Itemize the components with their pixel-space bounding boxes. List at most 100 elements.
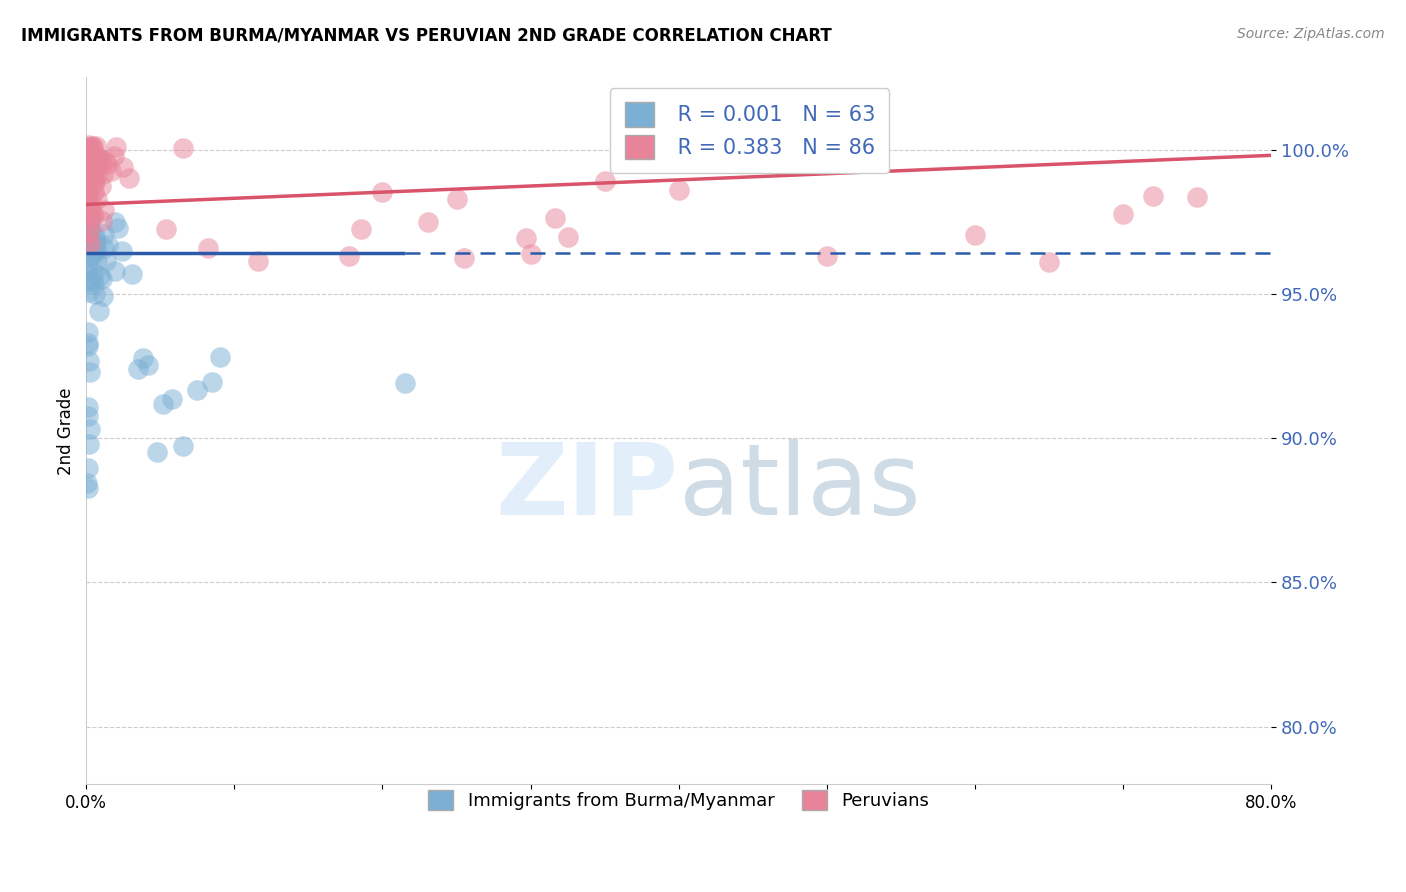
Point xyxy=(76,153,98,167)
Point xyxy=(86,167,108,181)
Point xyxy=(80,209,103,223)
Point xyxy=(519,247,541,261)
Point xyxy=(118,170,141,185)
Point xyxy=(105,139,128,153)
Point xyxy=(138,358,160,372)
Point xyxy=(80,272,103,286)
Text: Source: ZipAtlas.com: Source: ZipAtlas.com xyxy=(1237,27,1385,41)
Point xyxy=(77,226,100,240)
Point xyxy=(112,160,135,174)
Point xyxy=(100,164,122,178)
Point xyxy=(83,277,105,292)
Point xyxy=(197,241,219,255)
Legend: Immigrants from Burma/Myanmar, Peruvians: Immigrants from Burma/Myanmar, Peruvians xyxy=(413,775,943,825)
Point xyxy=(76,264,98,278)
Point xyxy=(96,157,118,171)
Point xyxy=(79,171,101,186)
Point xyxy=(79,236,101,251)
Point xyxy=(87,150,110,164)
Point xyxy=(93,241,115,255)
Point xyxy=(394,376,416,391)
Point xyxy=(79,202,101,217)
Point xyxy=(1112,207,1135,221)
Point xyxy=(77,187,100,202)
Point xyxy=(79,145,101,160)
Point xyxy=(79,224,101,238)
Point xyxy=(76,157,98,171)
Point xyxy=(80,161,103,175)
Point xyxy=(104,215,127,229)
Point xyxy=(515,231,537,245)
Point xyxy=(94,253,117,268)
Point xyxy=(79,214,101,228)
Point xyxy=(155,222,177,236)
Point xyxy=(77,189,100,203)
Point xyxy=(76,208,98,222)
Point xyxy=(94,153,117,168)
Point xyxy=(86,235,108,250)
Point xyxy=(84,175,107,189)
Point xyxy=(77,221,100,235)
Point xyxy=(127,361,149,376)
Point xyxy=(76,258,98,272)
Point xyxy=(90,272,112,286)
Point xyxy=(91,289,114,303)
Point xyxy=(86,159,108,173)
Point xyxy=(453,252,475,266)
Point xyxy=(557,229,579,244)
Point xyxy=(80,139,103,153)
Point xyxy=(82,247,104,261)
Point xyxy=(83,239,105,253)
Point xyxy=(82,164,104,178)
Point xyxy=(80,236,103,251)
Point xyxy=(77,236,100,251)
Point xyxy=(77,481,100,495)
Point xyxy=(77,152,100,166)
Point xyxy=(83,231,105,245)
Point xyxy=(82,139,104,153)
Point xyxy=(89,269,111,284)
Point xyxy=(77,164,100,178)
Point xyxy=(90,153,112,167)
Point xyxy=(350,221,373,235)
Point xyxy=(337,249,360,263)
Point xyxy=(79,221,101,235)
Text: ZIP: ZIP xyxy=(496,439,679,536)
Point xyxy=(201,376,224,390)
Point xyxy=(77,461,100,475)
Point xyxy=(208,350,231,364)
Point xyxy=(77,137,100,152)
Text: IMMIGRANTS FROM BURMA/MYANMAR VS PERUVIAN 2ND GRADE CORRELATION CHART: IMMIGRANTS FROM BURMA/MYANMAR VS PERUVIA… xyxy=(21,27,832,45)
Point xyxy=(80,150,103,164)
Point xyxy=(593,174,616,188)
Point xyxy=(76,157,98,171)
Point xyxy=(84,229,107,244)
Point xyxy=(815,249,838,263)
Point xyxy=(103,149,125,163)
Text: atlas: atlas xyxy=(679,439,921,536)
Point xyxy=(79,227,101,242)
Point xyxy=(80,161,103,176)
Point xyxy=(77,285,100,299)
Point xyxy=(84,139,107,153)
Point xyxy=(1038,255,1060,269)
Point xyxy=(76,234,98,248)
Point xyxy=(83,176,105,190)
Point xyxy=(84,286,107,301)
Point xyxy=(77,400,100,414)
Point xyxy=(77,336,100,351)
Point xyxy=(77,437,100,451)
Point xyxy=(146,444,169,458)
Point xyxy=(86,192,108,206)
Point xyxy=(247,254,270,268)
Point xyxy=(107,221,129,235)
Point xyxy=(82,148,104,162)
Point xyxy=(77,180,100,194)
Point xyxy=(1185,189,1208,203)
Point xyxy=(83,208,105,222)
Point xyxy=(79,422,101,436)
Point xyxy=(75,176,97,190)
Point xyxy=(77,409,100,423)
Point xyxy=(104,264,127,278)
Y-axis label: 2nd Grade: 2nd Grade xyxy=(58,387,75,475)
